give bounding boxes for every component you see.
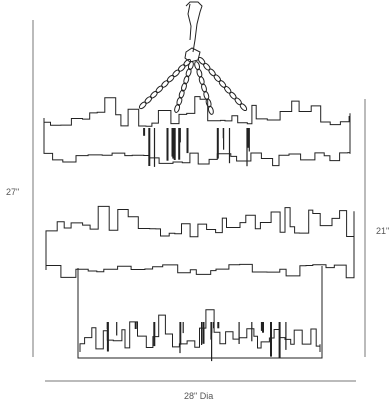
top-tier [43, 96, 351, 167]
chain-link [161, 80, 169, 88]
chain-link [183, 75, 190, 85]
chain-link [144, 96, 153, 104]
middle-tier-sides [45, 236, 355, 272]
top-tier-upper-edge [43, 96, 351, 130]
bottom-tier [77, 266, 323, 362]
chain-link [181, 82, 187, 92]
middle-tier-upper-edge [45, 205, 355, 240]
middle-tier-lower-edge [45, 262, 355, 279]
chain-link [166, 74, 175, 83]
hanging-rod [185, 1, 203, 53]
crystal-tiers [43, 96, 355, 362]
chain-hub [184, 47, 201, 63]
chain-link [178, 89, 185, 99]
chain-link [150, 90, 158, 99]
chain-link [208, 68, 216, 77]
diameter-label: 28" Dia [184, 391, 214, 401]
chain-link [223, 85, 232, 94]
chain-link [196, 68, 203, 78]
chain-link [201, 83, 207, 93]
chain-link [185, 68, 192, 78]
chain-link [176, 96, 183, 106]
chain-link [177, 64, 186, 72]
chain-link [138, 101, 147, 110]
chain-inner-right [194, 61, 214, 115]
chain-link [207, 105, 214, 115]
chain-link [198, 76, 205, 86]
chain-link [213, 74, 222, 83]
shade-height-label: 21" [376, 226, 390, 236]
chain-link [172, 69, 180, 78]
chain-link [194, 61, 201, 71]
top-tier-lower-edge [43, 150, 351, 167]
middle-tier [45, 205, 355, 279]
chain-link [234, 97, 242, 106]
overall-height-label: 27" [6, 187, 20, 197]
chain-link [174, 103, 181, 113]
chain-link [203, 62, 211, 71]
top-tier-sides [43, 118, 351, 150]
chains [138, 56, 248, 115]
chain-link [239, 103, 248, 112]
chain-link [218, 80, 227, 88]
chain-link [155, 85, 164, 94]
bottom-tier-outline [77, 266, 323, 359]
bottom-tier-crystals [79, 309, 321, 352]
chain-left [138, 58, 192, 110]
chain-link [229, 91, 237, 100]
